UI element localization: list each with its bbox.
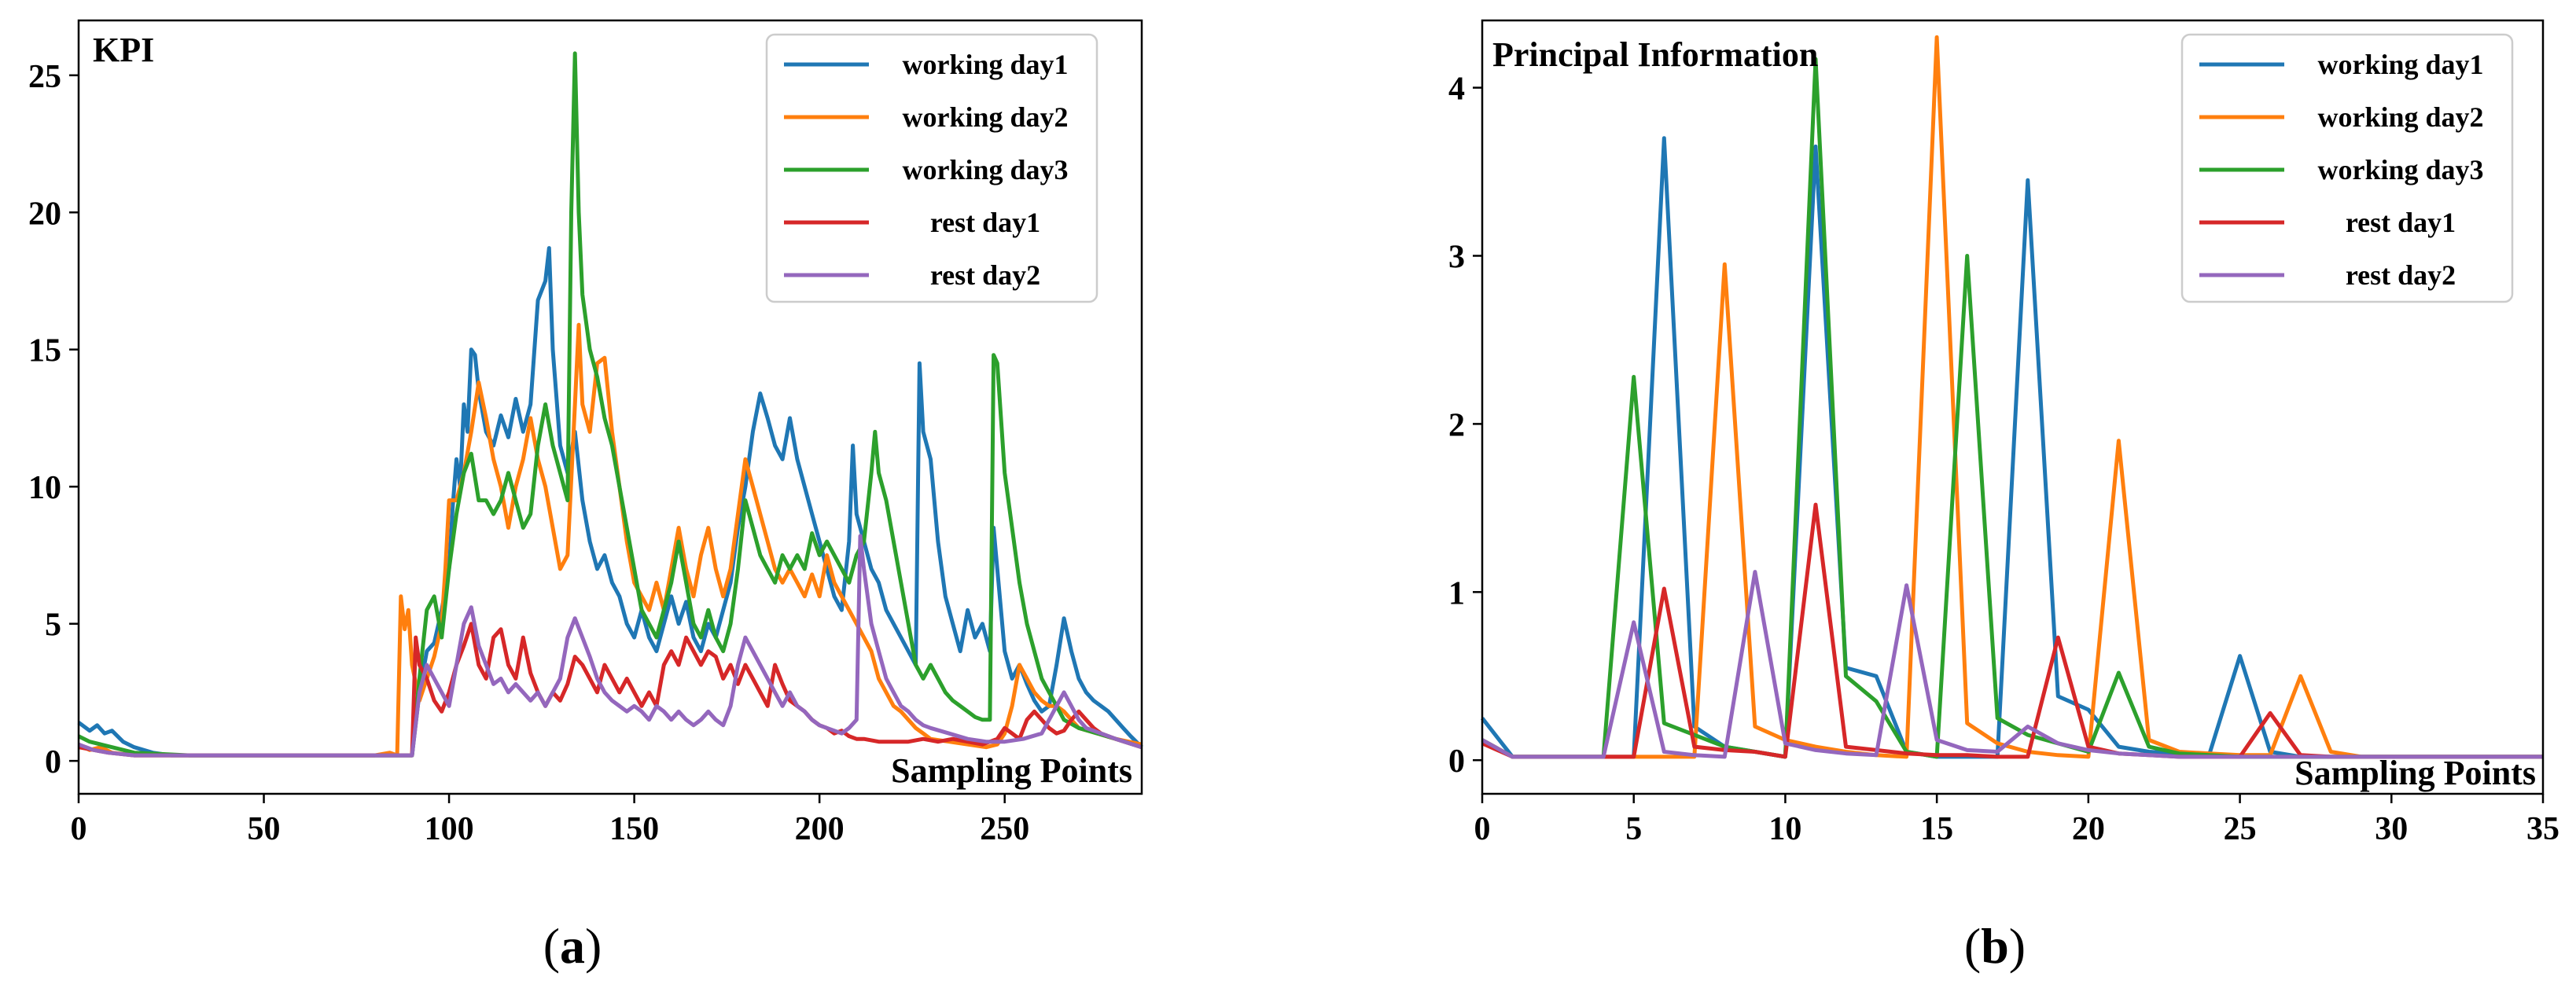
x-tick-label-b: 30 — [2375, 811, 2408, 847]
x-tick-label-a: 250 — [980, 811, 1029, 847]
legend-label-b: working day1 — [2317, 49, 2483, 80]
chart-title-b: Principal Information — [1492, 35, 1818, 74]
x-tick-label-b: 25 — [2224, 811, 2257, 847]
legend-label-a: working day1 — [902, 49, 1068, 80]
legend-label-b: rest day2 — [2346, 259, 2456, 291]
x-axis-label-b: Sampling Points — [2294, 754, 2536, 792]
legend-label-b: rest day1 — [2346, 207, 2456, 238]
x-tick-label-b: 0 — [1474, 811, 1491, 847]
x-tick-label-a: 100 — [425, 811, 474, 847]
caption-letter-a: a — [560, 918, 585, 974]
caption-open-b: ( — [1964, 918, 1981, 974]
x-tick-label-a: 50 — [248, 811, 281, 847]
caption-close-b: ) — [2009, 918, 2026, 974]
y-tick-label-b: 4 — [1448, 72, 1465, 108]
panel-caption-b: (b) — [1964, 918, 2026, 974]
legend-label-a: rest day1 — [930, 207, 1040, 238]
y-tick-label-a: 5 — [45, 608, 61, 644]
legend-box-a — [765, 33, 1098, 303]
chart-title-a: KPI — [93, 31, 154, 69]
y-tick-label-a: 20 — [28, 196, 61, 232]
legend-box-b — [2180, 33, 2514, 303]
y-tick-label-b: 3 — [1448, 239, 1465, 275]
series-line-rest-day1-a — [78, 622, 1143, 758]
x-tick-label-a: 200 — [795, 811, 845, 847]
y-tick-label-a: 25 — [28, 59, 61, 95]
x-tick-label-b: 10 — [1768, 811, 1801, 847]
y-tick-label-b: 0 — [1448, 744, 1465, 780]
plot-frame-b — [1481, 19, 2545, 795]
series-line-working-day2-a — [77, 322, 1143, 758]
legend-label-b: working day3 — [2317, 154, 2483, 185]
chart-panel-a: 0 50 100 150 200 250 0 5 10 15 20 25 KPI Sampling Poi… — [28, 19, 1143, 974]
chart-panel-b: 0 5 10 15 20 25 30 35 0 1 2 3 4 Principal Information… — [1448, 19, 2559, 974]
panel-caption-a: (a) — [543, 918, 602, 974]
x-tick-label-b: 35 — [2526, 811, 2559, 847]
x-tick-label-b: 15 — [1920, 811, 1953, 847]
legend-label-a: working day2 — [902, 101, 1068, 133]
caption-close-a: ) — [585, 918, 602, 974]
x-axis-label-a: Sampling Points — [891, 751, 1132, 790]
y-tick-label-b: 1 — [1448, 575, 1465, 611]
caption-open-a: ( — [543, 918, 560, 974]
x-tick-label-a: 150 — [609, 811, 659, 847]
y-tick-label-a: 10 — [28, 470, 61, 506]
y-tick-label-b: 2 — [1448, 407, 1465, 443]
y-tick-label-a: 15 — [28, 333, 61, 369]
legend-label-a: rest day2 — [930, 259, 1040, 291]
x-tick-label-b: 20 — [2072, 811, 2105, 847]
legend-label-a: working day3 — [902, 154, 1068, 185]
series-line-working-day3-a — [77, 51, 1143, 758]
series-line-rest-day2-b — [1481, 570, 2543, 759]
x-tick-label-b: 5 — [1625, 811, 1642, 847]
series-line-working-day1-a — [77, 246, 1143, 758]
plot-frame-a — [77, 19, 1143, 795]
caption-letter-b: b — [1981, 918, 2009, 974]
legend-label-b: working day2 — [2317, 101, 2483, 133]
x-tick-label-a: 0 — [71, 811, 87, 847]
y-tick-label-a: 0 — [45, 744, 61, 780]
series-line-rest-day2-a — [78, 534, 1143, 758]
